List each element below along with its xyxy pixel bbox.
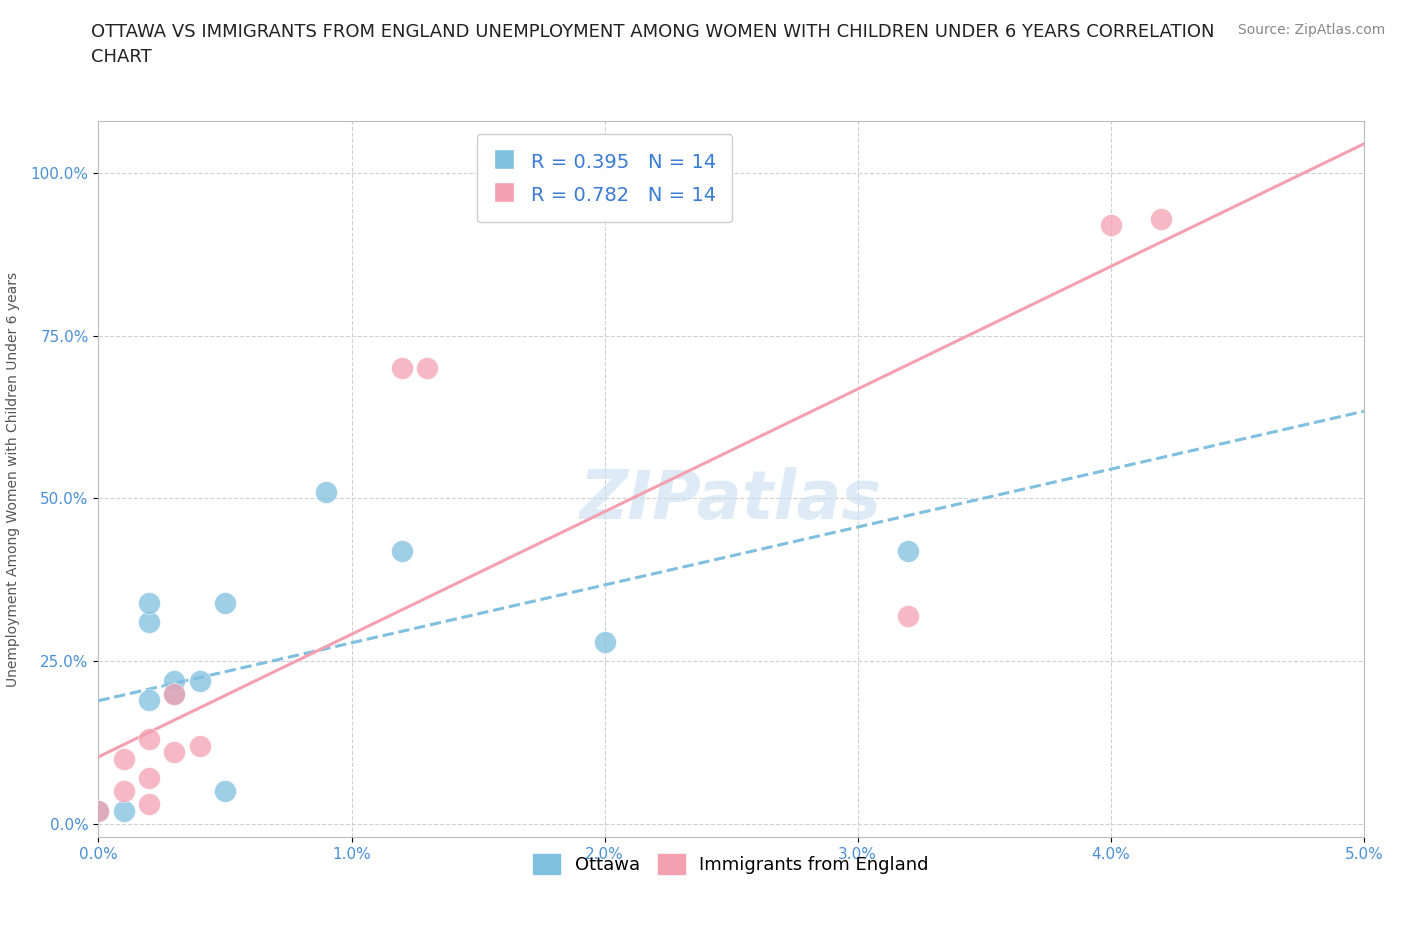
Point [112,784,135,799]
Point [214,595,236,610]
Point [163,686,186,701]
Point [87,804,110,818]
Point [214,784,236,799]
Point [87,804,110,818]
Text: ZIPatlas: ZIPatlas [581,468,882,534]
Y-axis label: Unemployment Among Women with Children Under 6 years: Unemployment Among Women with Children U… [6,272,20,686]
Point [315,485,337,499]
Point [188,673,211,688]
Point [138,797,160,812]
Point [138,595,160,610]
Point [391,543,413,558]
Point [138,732,160,747]
Point [391,361,413,376]
Legend: Ottawa, Immigrants from England: Ottawa, Immigrants from England [526,846,936,882]
Point [1150,211,1173,226]
Point [163,673,186,688]
Text: OTTAWA VS IMMIGRANTS FROM ENGLAND UNEMPLOYMENT AMONG WOMEN WITH CHILDREN UNDER 6: OTTAWA VS IMMIGRANTS FROM ENGLAND UNEMPL… [91,23,1215,66]
Point [188,738,211,753]
Point [163,686,186,701]
Point [593,634,616,649]
Point [138,771,160,786]
Point [163,745,186,760]
Point [897,608,920,623]
Text: Source: ZipAtlas.com: Source: ZipAtlas.com [1237,23,1385,37]
Point [1099,218,1122,232]
Point [138,615,160,630]
Point [897,543,920,558]
Point [112,804,135,818]
Point [138,693,160,708]
Point [416,361,439,376]
Point [112,751,135,766]
